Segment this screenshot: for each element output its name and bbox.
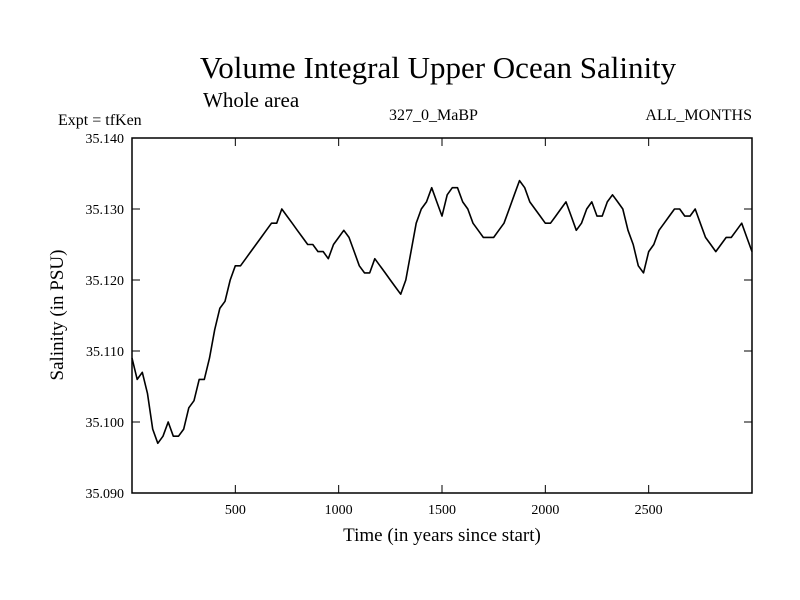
series-line-salinity <box>131 179 753 445</box>
y-tick-label: 35.140 <box>86 132 125 147</box>
chart-title: Volume Integral Upper Ocean Salinity <box>199 50 677 85</box>
y-tick-label: 35.090 <box>86 487 125 502</box>
y-tick-label: 35.110 <box>86 345 124 360</box>
plot-frame <box>131 137 753 494</box>
y-axis-ticks: 35.090 35.100 35.110 35.120 35.130 35.140 <box>86 132 752 502</box>
x-tick-label: 1000 <box>325 503 353 518</box>
months-label: ALL_MONTHS <box>645 107 752 124</box>
y-tick-label: 35.100 <box>86 416 125 431</box>
y-tick-label: 35.130 <box>86 203 125 218</box>
x-axis-label: Time (in years since start) <box>343 525 541 546</box>
chart-subtitle: Whole area <box>203 88 300 112</box>
x-tick-label: 2000 <box>531 503 559 518</box>
run-id-label: 327_0_MaBP <box>389 107 478 124</box>
x-tick-label: 2500 <box>635 503 663 518</box>
experiment-label: Expt = tfKen <box>58 112 142 129</box>
x-tick-label: 1500 <box>428 503 456 518</box>
x-tick-label: 500 <box>225 503 246 518</box>
y-axis-label: Salinity (in PSU) <box>47 250 68 381</box>
x-axis-ticks: 500 1000 1500 2000 2500 <box>225 138 663 518</box>
y-tick-label: 35.120 <box>86 274 125 289</box>
